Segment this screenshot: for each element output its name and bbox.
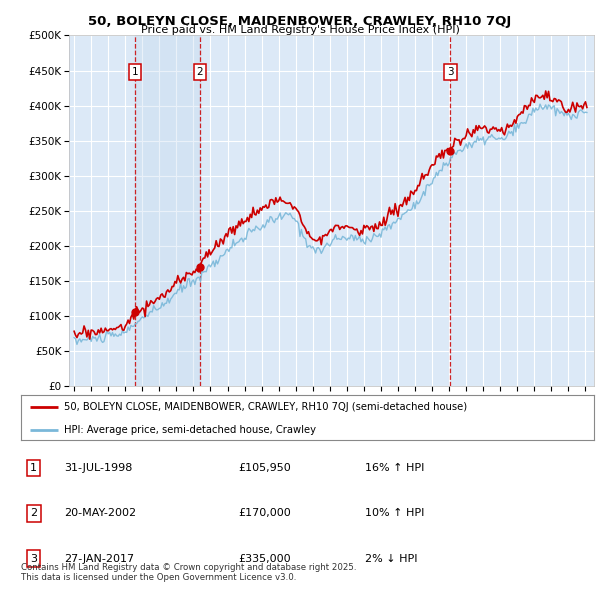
Text: 1: 1 [30, 463, 37, 473]
Text: Price paid vs. HM Land Registry's House Price Index (HPI): Price paid vs. HM Land Registry's House … [140, 25, 460, 35]
Text: £170,000: £170,000 [239, 509, 292, 518]
Text: 2: 2 [30, 509, 37, 518]
Text: 1: 1 [132, 67, 139, 77]
Text: 27-JAN-2017: 27-JAN-2017 [64, 553, 134, 563]
Text: 16% ↑ HPI: 16% ↑ HPI [365, 463, 424, 473]
Text: £105,950: £105,950 [239, 463, 292, 473]
Text: 50, BOLEYN CLOSE, MAIDENBOWER, CRAWLEY, RH10 7QJ (semi-detached house): 50, BOLEYN CLOSE, MAIDENBOWER, CRAWLEY, … [64, 402, 467, 412]
Text: 2% ↓ HPI: 2% ↓ HPI [365, 553, 418, 563]
Text: 20-MAY-2002: 20-MAY-2002 [64, 509, 136, 518]
Bar [135, 35, 200, 386]
Text: 3: 3 [447, 67, 454, 77]
Text: 2: 2 [197, 67, 203, 77]
Text: £335,000: £335,000 [239, 553, 292, 563]
Text: 10% ↑ HPI: 10% ↑ HPI [365, 509, 424, 518]
Text: Contains HM Land Registry data © Crown copyright and database right 2025.
This d: Contains HM Land Registry data © Crown c… [21, 563, 356, 582]
Text: 3: 3 [30, 553, 37, 563]
Text: HPI: Average price, semi-detached house, Crawley: HPI: Average price, semi-detached house,… [64, 425, 316, 435]
Text: 31-JUL-1998: 31-JUL-1998 [64, 463, 133, 473]
Text: 50, BOLEYN CLOSE, MAIDENBOWER, CRAWLEY, RH10 7QJ: 50, BOLEYN CLOSE, MAIDENBOWER, CRAWLEY, … [88, 15, 512, 28]
